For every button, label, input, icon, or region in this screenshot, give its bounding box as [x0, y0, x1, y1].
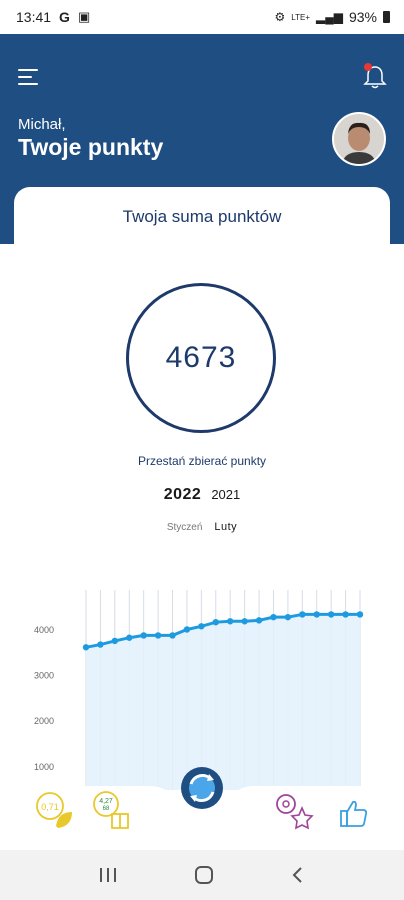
chart-point[interactable]	[327, 611, 335, 618]
battery-percent: 93%	[348, 9, 377, 25]
chart-point[interactable]	[140, 632, 147, 639]
card-title: Twoja suma punktów	[122, 207, 282, 226]
android-nav-bar	[0, 850, 404, 900]
battery-icon	[383, 11, 390, 23]
status-right: ⚙ LTE+ ▂▄▆ 93%	[274, 9, 390, 25]
chart-point[interactable]	[126, 634, 133, 641]
chart-ytick-label: 4000	[34, 625, 54, 635]
chart-point[interactable]	[183, 626, 191, 633]
chart-point[interactable]	[97, 641, 104, 648]
chart-point[interactable]	[154, 632, 162, 639]
chart-point[interactable]	[111, 637, 119, 645]
avatar[interactable]	[332, 112, 386, 166]
chart-point[interactable]	[284, 613, 292, 621]
chart-point[interactable]	[241, 618, 248, 625]
back-icon[interactable]	[290, 865, 306, 885]
points-card	[14, 187, 390, 267]
bell-icon	[363, 63, 387, 89]
chart-point[interactable]	[270, 613, 277, 621]
chart-point[interactable]	[212, 618, 219, 626]
month-tab-active[interactable]: Luty	[214, 521, 238, 533]
like-button[interactable]	[336, 796, 380, 840]
month-tab[interactable]: Styczeń	[166, 522, 203, 533]
chart-point[interactable]	[255, 617, 263, 624]
greeting: Michał,	[18, 116, 66, 133]
thumbs-up-icon	[340, 800, 368, 827]
user-photo-icon	[334, 114, 384, 164]
page-title: Twoje punkty	[18, 134, 164, 160]
recent-apps-icon[interactable]	[98, 866, 118, 884]
sync-button[interactable]	[178, 764, 226, 812]
gift-badge-icon: 4,27 68	[93, 791, 129, 829]
chart-point[interactable]	[299, 611, 306, 618]
chart-point[interactable]	[198, 623, 205, 630]
points-total: 4673	[165, 341, 237, 374]
bottom-nav-background	[0, 786, 404, 850]
google-icon: G	[59, 9, 70, 25]
status-time: 13:41	[16, 9, 52, 25]
chart-point[interactable]	[169, 632, 176, 639]
chart-ytick-label: 1000	[34, 762, 54, 772]
points-chart: 1000 2000 3000 4000	[34, 590, 364, 790]
cashback-badge-button[interactable]: 0,71	[34, 790, 78, 834]
star-badge-icon	[276, 794, 314, 830]
gift-badge-button[interactable]: 4,27 68	[92, 790, 136, 834]
chart-point[interactable]	[227, 618, 234, 625]
notifications-button[interactable]	[362, 62, 388, 90]
network-label: LTE+	[291, 12, 310, 22]
badge2-value-b: 68	[103, 806, 110, 812]
rewards-button[interactable]	[274, 790, 318, 834]
menu-button[interactable]	[18, 68, 40, 86]
signal-icon: ▂▄▆	[316, 10, 343, 24]
notification-icon: ▣	[77, 9, 91, 24]
chart-point[interactable]	[313, 611, 320, 618]
chart-ytick-label: 3000	[34, 671, 54, 681]
sync-icon	[181, 767, 223, 809]
status-left: 13:41 G ▣	[16, 9, 90, 25]
chart-point[interactable]	[342, 611, 349, 618]
bottom-nav: 0,71 4,27 68	[0, 767, 404, 850]
month-selector: Styczeń Luty	[0, 521, 404, 533]
year-tab-active[interactable]: 2022	[163, 486, 202, 503]
badge2-value: 4,27	[99, 798, 113, 805]
chart-area	[86, 614, 360, 790]
points-circle: 4673	[126, 283, 276, 433]
chart-ytick-label: 2000	[34, 716, 54, 726]
year-tab[interactable]: 2021	[211, 487, 241, 502]
status-bar: 13:41 G ▣ ⚙ LTE+ ▂▄▆ 93%	[0, 0, 404, 34]
year-selector: 2022 2021	[0, 486, 404, 504]
chart-point[interactable]	[356, 611, 364, 618]
leaf-badge-icon: 0,71	[36, 792, 72, 828]
stop-collecting-link[interactable]: Przestań zbierać punkty	[137, 454, 267, 468]
chart-point[interactable]	[82, 644, 90, 651]
badge1-value: 0,71	[41, 802, 59, 812]
home-icon[interactable]	[193, 864, 215, 886]
alarm-icon: ⚙	[274, 10, 286, 24]
menu-icon	[18, 69, 38, 85]
